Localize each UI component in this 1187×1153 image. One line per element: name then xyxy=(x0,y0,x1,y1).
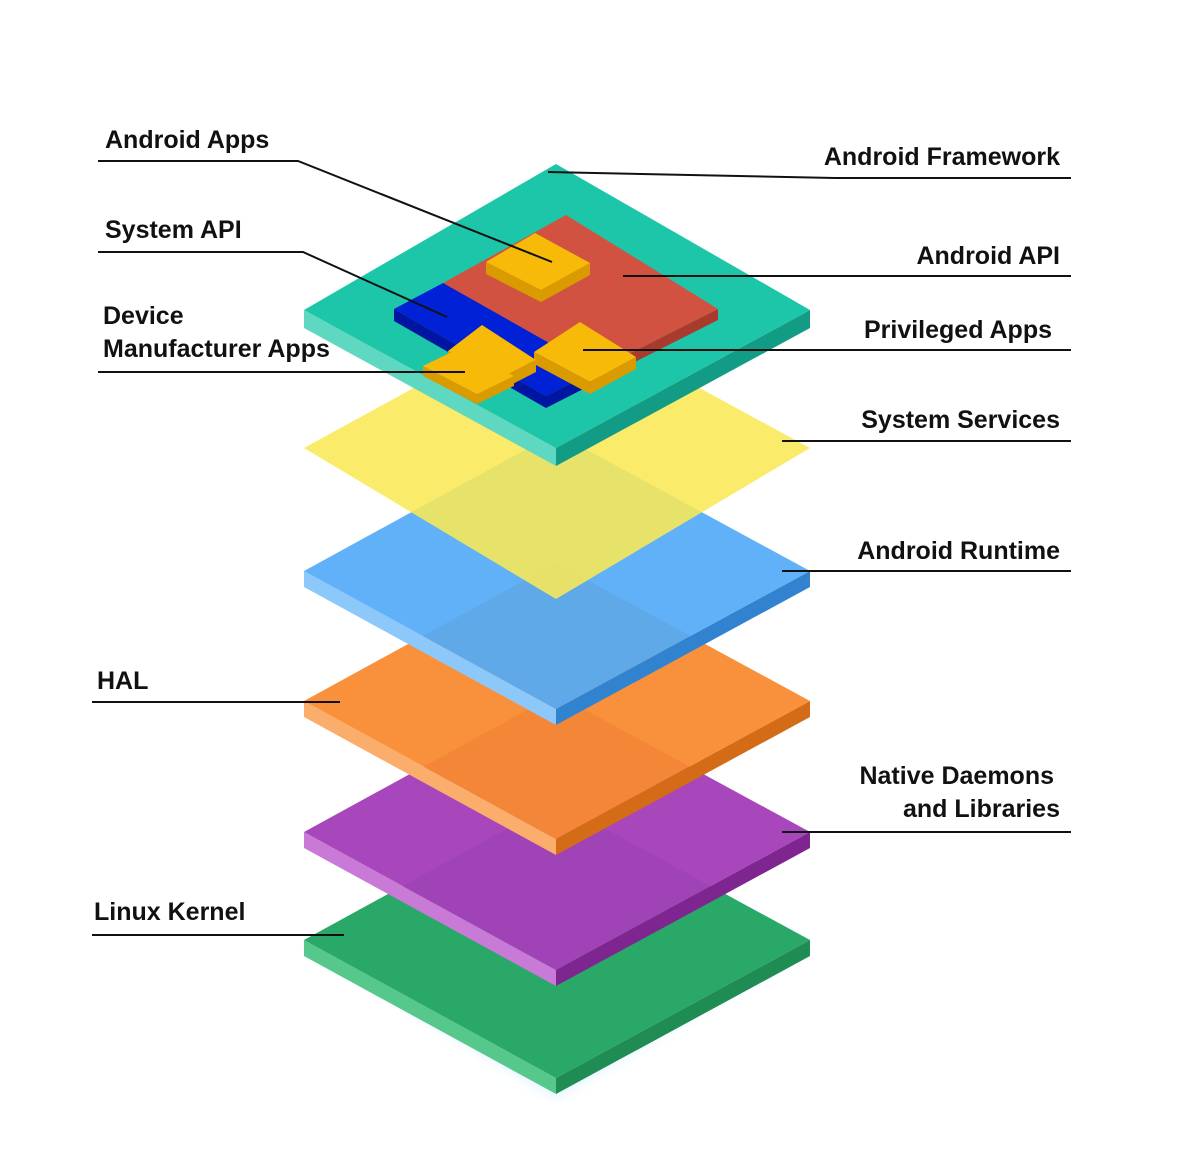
label-privileged-apps: Privileged Apps xyxy=(863,316,1052,344)
label-android-api: Android API xyxy=(916,242,1060,270)
leader-lines xyxy=(92,160,1071,936)
label-android-apps: Android Apps xyxy=(105,126,270,154)
label-android-framework: Android Framework xyxy=(823,143,1060,171)
privileged-apps-tile xyxy=(534,322,636,394)
android-apps-tile xyxy=(486,233,590,302)
label-device-manufacturer-apps: Device Manufacturer Apps xyxy=(103,300,330,366)
label-device-manufacturer-apps-line1: Device xyxy=(103,302,184,330)
label-linux-kernel: Linux Kernel xyxy=(94,898,246,926)
label-native-daemons-line2: and Libraries xyxy=(903,795,1060,823)
leader-android-framework xyxy=(547,171,1071,179)
label-hal: HAL xyxy=(97,667,149,695)
label-android-runtime: Android Runtime xyxy=(857,537,1060,565)
label-system-api: System API xyxy=(105,216,242,244)
device-manufacturer-apps-tiles xyxy=(423,325,536,404)
label-device-manufacturer-apps-line2: Manufacturer Apps xyxy=(103,335,330,363)
label-native-daemons-line1: Native Daemons xyxy=(859,762,1054,790)
label-native-daemons-and-libraries: Native Daemons and Libraries xyxy=(859,760,1060,826)
label-system-services: System Services xyxy=(861,406,1060,434)
leader-android-apps xyxy=(98,160,553,263)
layer-linux-kernel-side xyxy=(304,940,556,1094)
leader-system-api xyxy=(98,251,448,318)
